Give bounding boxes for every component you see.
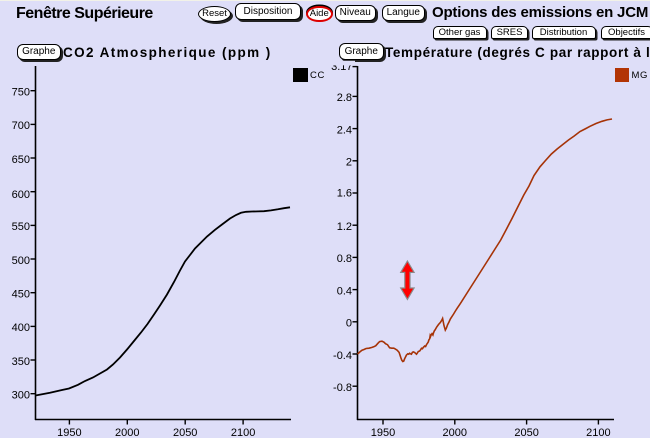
svg-text:350: 350 <box>12 356 30 368</box>
svg-text:1950: 1950 <box>57 427 81 438</box>
svg-text:2050: 2050 <box>173 427 197 438</box>
svg-text:2: 2 <box>346 157 352 169</box>
svg-text:2000: 2000 <box>443 427 467 438</box>
svg-text:2.8: 2.8 <box>337 92 352 104</box>
svg-text:2000: 2000 <box>115 427 139 438</box>
svg-text:400: 400 <box>12 322 30 334</box>
svg-text:2100: 2100 <box>231 427 255 438</box>
svg-text:450: 450 <box>12 289 30 301</box>
svg-text:500: 500 <box>12 255 30 267</box>
svg-text:0.4: 0.4 <box>337 285 352 297</box>
svg-text:1950: 1950 <box>371 427 395 438</box>
svg-text:300: 300 <box>12 390 30 402</box>
svg-text:1.6: 1.6 <box>337 188 352 200</box>
svg-text:550: 550 <box>12 221 30 233</box>
svg-text:0: 0 <box>346 318 352 330</box>
svg-text:600: 600 <box>12 189 30 201</box>
svg-text:2050: 2050 <box>514 427 538 438</box>
svg-text:-0.8: -0.8 <box>333 382 352 394</box>
svg-text:1.2: 1.2 <box>337 221 352 233</box>
svg-text:2100: 2100 <box>586 427 610 438</box>
svg-text:650: 650 <box>12 154 30 166</box>
svg-text:-0.4: -0.4 <box>333 350 352 362</box>
svg-text:750: 750 <box>12 87 30 99</box>
svg-text:2.4: 2.4 <box>337 124 352 136</box>
svg-text:700: 700 <box>12 120 30 132</box>
svg-text:0.8: 0.8 <box>337 253 352 265</box>
